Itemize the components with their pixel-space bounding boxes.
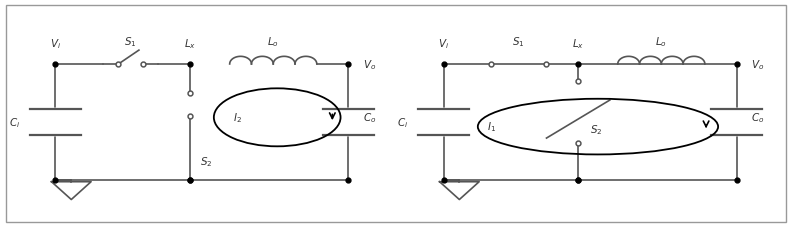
Text: $L_o$: $L_o$ [267,35,280,49]
Text: $V_i$: $V_i$ [50,37,61,51]
Text: $C_i$: $C_i$ [9,116,20,129]
Text: $S_1$: $S_1$ [124,35,137,49]
Text: $V_i$: $V_i$ [438,37,449,51]
Text: $L_x$: $L_x$ [184,37,196,51]
Text: $I_2$: $I_2$ [233,111,242,125]
Text: $S_1$: $S_1$ [512,35,525,49]
Text: $L_o$: $L_o$ [655,35,668,49]
Text: $C_o$: $C_o$ [363,111,376,125]
Text: $S_2$: $S_2$ [200,155,212,169]
Text: $C_i$: $C_i$ [397,116,408,129]
Text: $C_o$: $C_o$ [751,111,764,125]
FancyBboxPatch shape [6,6,786,222]
Text: $S_2$: $S_2$ [590,122,603,136]
Text: $V_o$: $V_o$ [363,58,376,72]
Text: $L_x$: $L_x$ [572,37,584,51]
Text: $V_o$: $V_o$ [751,58,764,72]
Text: $I_1$: $I_1$ [486,120,496,134]
